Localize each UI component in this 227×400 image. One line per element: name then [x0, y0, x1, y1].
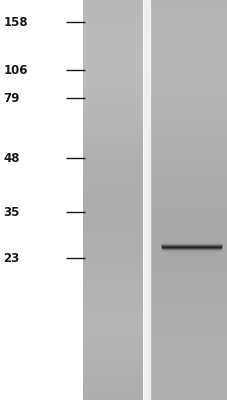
Text: 48: 48 — [3, 152, 20, 164]
Bar — [166, 252, 216, 253]
Bar — [166, 253, 216, 254]
Bar — [166, 256, 216, 257]
Text: 79: 79 — [3, 92, 20, 104]
Text: 106: 106 — [3, 64, 28, 76]
Bar — [166, 254, 216, 255]
Text: 23: 23 — [3, 252, 20, 264]
Bar — [166, 255, 216, 256]
Bar — [166, 254, 216, 255]
Bar — [166, 255, 216, 256]
Bar — [143, 0, 150, 400]
Text: 35: 35 — [3, 206, 20, 218]
Bar — [166, 250, 216, 251]
Bar — [166, 251, 216, 252]
Text: 158: 158 — [3, 16, 28, 28]
Bar — [166, 252, 216, 253]
